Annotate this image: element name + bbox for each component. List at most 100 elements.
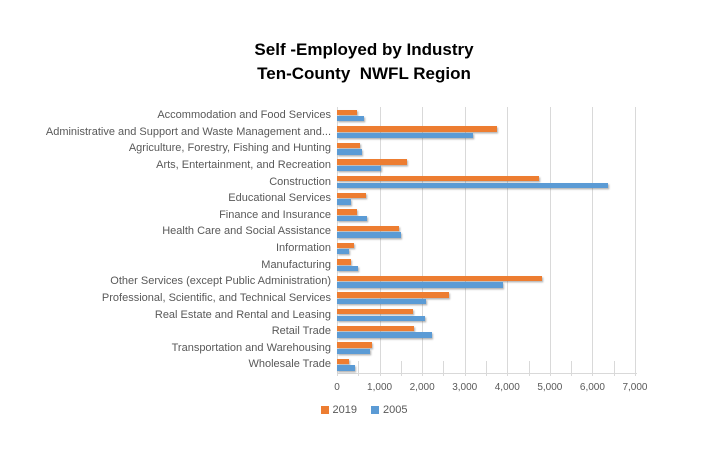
bar-2005 xyxy=(337,332,432,338)
bar-2019 xyxy=(337,325,414,332)
chart-row: Arts, Entertainment, and Recreation xyxy=(0,157,728,174)
legend-item-2019: 2019 xyxy=(320,404,357,416)
bar-group xyxy=(337,307,728,324)
x-tick-label: 2,000 xyxy=(409,382,435,393)
category-label: Transportation and Warehousing xyxy=(171,341,331,354)
legend: 2019 2005 xyxy=(0,404,728,416)
gridline xyxy=(337,107,338,373)
category-label: Professional, Scientific, and Technical … xyxy=(101,291,331,304)
axis-tick xyxy=(379,361,381,376)
bar-2019 xyxy=(337,176,539,182)
chart-row: Health Care and Social Assistance xyxy=(0,223,728,240)
category-label: Other Services (except Public Administra… xyxy=(110,275,331,288)
gridline xyxy=(507,107,509,373)
bar-2019 xyxy=(337,242,355,248)
bar-2019 xyxy=(337,126,498,132)
x-tick-label: 3,000 xyxy=(452,382,478,393)
category-label: Accommodation and Food Services xyxy=(157,109,331,121)
category-label: Finance and Insurance xyxy=(219,208,331,221)
bar-2005 xyxy=(337,116,364,122)
bar-2019 xyxy=(337,159,408,165)
legend-swatch-icon xyxy=(371,406,379,414)
axis-tick xyxy=(571,361,573,376)
x-tick-label: 5,000 xyxy=(537,382,563,393)
chart-row: Construction xyxy=(0,174,728,191)
axis-tick xyxy=(422,361,424,376)
bar-group xyxy=(337,174,728,191)
category-label: Information xyxy=(275,242,331,254)
axis-tick xyxy=(613,361,615,376)
bar-2005 xyxy=(337,199,352,205)
bar-2019 xyxy=(337,309,414,315)
bar-2019 xyxy=(337,292,449,298)
bar-2005 xyxy=(337,182,608,188)
chart-title: Self -Employed by Industry Ten-County NW… xyxy=(0,38,728,86)
axis-tick xyxy=(634,361,636,376)
bar-2005 xyxy=(337,132,474,139)
chart-row: Retail Trade xyxy=(0,323,728,340)
category-label: Arts, Entertainment, and Recreation xyxy=(156,158,331,171)
legend-item-2005: 2005 xyxy=(371,404,407,416)
bar-2005 xyxy=(337,265,359,272)
gridline xyxy=(634,107,636,373)
bar-2005 xyxy=(337,249,349,255)
chart-row: Educational Services xyxy=(0,190,728,207)
category-label: Wholesale Trade xyxy=(248,358,331,371)
chart-row: Professional, Scientific, and Technical … xyxy=(0,290,728,307)
chart-row: Information xyxy=(0,240,728,257)
chart-row: Agriculture, Forestry, Fishing and Hunti… xyxy=(0,140,728,157)
bar-group xyxy=(337,157,728,174)
bar-2005 xyxy=(337,365,356,371)
bar-2005 xyxy=(337,315,425,321)
bar-2019 xyxy=(337,259,352,265)
bar-2005 xyxy=(337,348,370,355)
x-axis-labels: 0 1,000 2,000 3,000 4,000 5,000 6,000 7,000 xyxy=(334,382,667,396)
axis-tick xyxy=(549,361,551,376)
chart-title-line2: Ten-County NWFL Region xyxy=(257,64,471,83)
x-tick-label: 1,000 xyxy=(367,382,393,393)
bar-rows: Accommodation and Food Services Administr… xyxy=(0,107,728,373)
chart-title-line1: Self -Employed by Industry xyxy=(254,40,474,59)
category-label: Retail Trade xyxy=(271,325,331,338)
axis-tick xyxy=(400,361,402,376)
bar-2019 xyxy=(337,109,357,115)
gridline xyxy=(422,107,424,373)
bar-2019 xyxy=(337,209,358,215)
legend-swatch-icon xyxy=(320,406,329,414)
bar-group xyxy=(337,140,728,157)
axis-tick xyxy=(443,361,445,376)
chart-row: Administrative and Support and Waste Man… xyxy=(0,124,728,141)
axis-tick xyxy=(528,361,530,376)
category-label: Construction xyxy=(269,175,331,188)
category-label: Real Estate and Rental and Leasing xyxy=(154,308,331,321)
axis-tick xyxy=(485,361,487,376)
category-label: Manufacturing xyxy=(261,258,331,271)
legend-label: 2005 xyxy=(383,404,408,416)
bar-group xyxy=(337,207,728,224)
chart-row: Transportation and Warehousing xyxy=(0,340,728,357)
plot-area xyxy=(337,107,657,376)
bar-group xyxy=(337,190,728,207)
chart-row: Wholesale Trade xyxy=(0,356,728,373)
x-tick-label: 6,000 xyxy=(579,382,605,393)
axis-tick xyxy=(592,361,594,376)
axis-tick xyxy=(358,361,360,376)
legend-label: 2019 xyxy=(332,404,357,416)
chart-row: Accommodation and Food Services xyxy=(0,107,728,124)
category-label: Agriculture, Forestry, Fishing and Hunti… xyxy=(128,142,331,155)
category-label: Health Care and Social Assistance xyxy=(162,225,331,238)
x-axis-line xyxy=(337,373,637,374)
bar-group xyxy=(337,240,728,257)
chart-row: Other Services (except Public Administra… xyxy=(0,273,728,290)
category-label: Administrative and Support and Waste Man… xyxy=(45,125,331,138)
bar-group xyxy=(337,290,728,307)
bar-2019 xyxy=(337,358,350,365)
bar-group xyxy=(337,340,728,357)
bar-2019 xyxy=(337,342,373,348)
bar-2019 xyxy=(337,142,360,149)
gridline xyxy=(592,107,594,373)
bar-2005 xyxy=(337,165,381,172)
bar-2005 xyxy=(337,215,367,222)
gridline xyxy=(379,107,381,373)
